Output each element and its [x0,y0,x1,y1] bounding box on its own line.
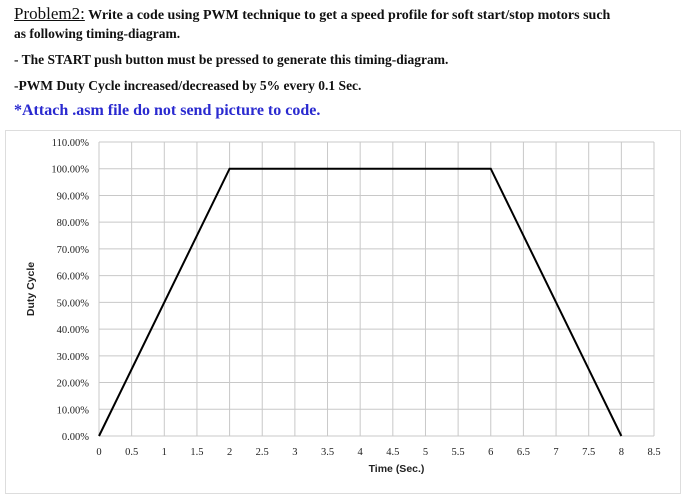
y-axis-label: Duty Cycle [25,262,37,316]
x-tick-label: 3.5 [321,447,334,458]
x-axis-label: Time (Sec.) [369,463,425,475]
x-tick-label: 6 [488,447,493,458]
x-tick-label: 1 [162,447,167,458]
y-tick-label: 0.00% [62,432,89,443]
x-tick-label: 2.5 [256,447,269,458]
x-tick-label: 2 [227,447,232,458]
x-tick-label: 4.5 [386,447,399,458]
y-tick-label: 60.00% [57,272,90,283]
x-tick-label: 0 [96,447,101,458]
problem-text-continued: as following timing-diagram. [14,26,181,41]
y-tick-label: 90.00% [57,191,90,202]
y-tick-label: 110.00% [52,138,89,149]
x-tick-label: 5 [423,447,428,458]
x-tick-label: 6.5 [517,447,530,458]
x-tick-label: 7.5 [582,447,595,458]
x-tick-label: 7 [553,447,558,458]
start-button-requirement: - The START push button must be pressed … [14,52,449,67]
y-tick-label: 30.00% [57,352,90,363]
attach-note: *Attach .asm file do not send picture to… [14,102,321,119]
x-tick-label: 4 [358,447,364,458]
duty-cycle-requirement: -PWM Duty Cycle increased/decreased by 5… [14,78,362,93]
x-tick-label: 1.5 [190,447,203,458]
problem-statement: Problem2: Write a code using PWM techniq… [14,4,610,24]
y-tick-label: 100.00% [51,165,89,176]
x-tick-label: 5.5 [452,447,465,458]
x-tick-label: 0.5 [125,447,138,458]
y-tick-label: 70.00% [57,245,90,256]
x-tick-label: 3 [292,447,297,458]
y-tick-label: 10.00% [57,405,90,416]
x-tick-label: 8.5 [647,447,660,458]
y-tick-label: 40.00% [57,325,90,336]
y-tick-label: 50.00% [57,298,90,309]
duty-cycle-line [98,167,623,437]
chart-frame [5,130,681,494]
problem-text: Write a code using PWM technique to get … [84,8,611,23]
y-tick-label: 20.00% [57,379,90,390]
y-tick-label: 80.00% [57,218,90,229]
problem-label: Problem2: [14,4,85,23]
x-tick-label: 8 [619,447,624,458]
